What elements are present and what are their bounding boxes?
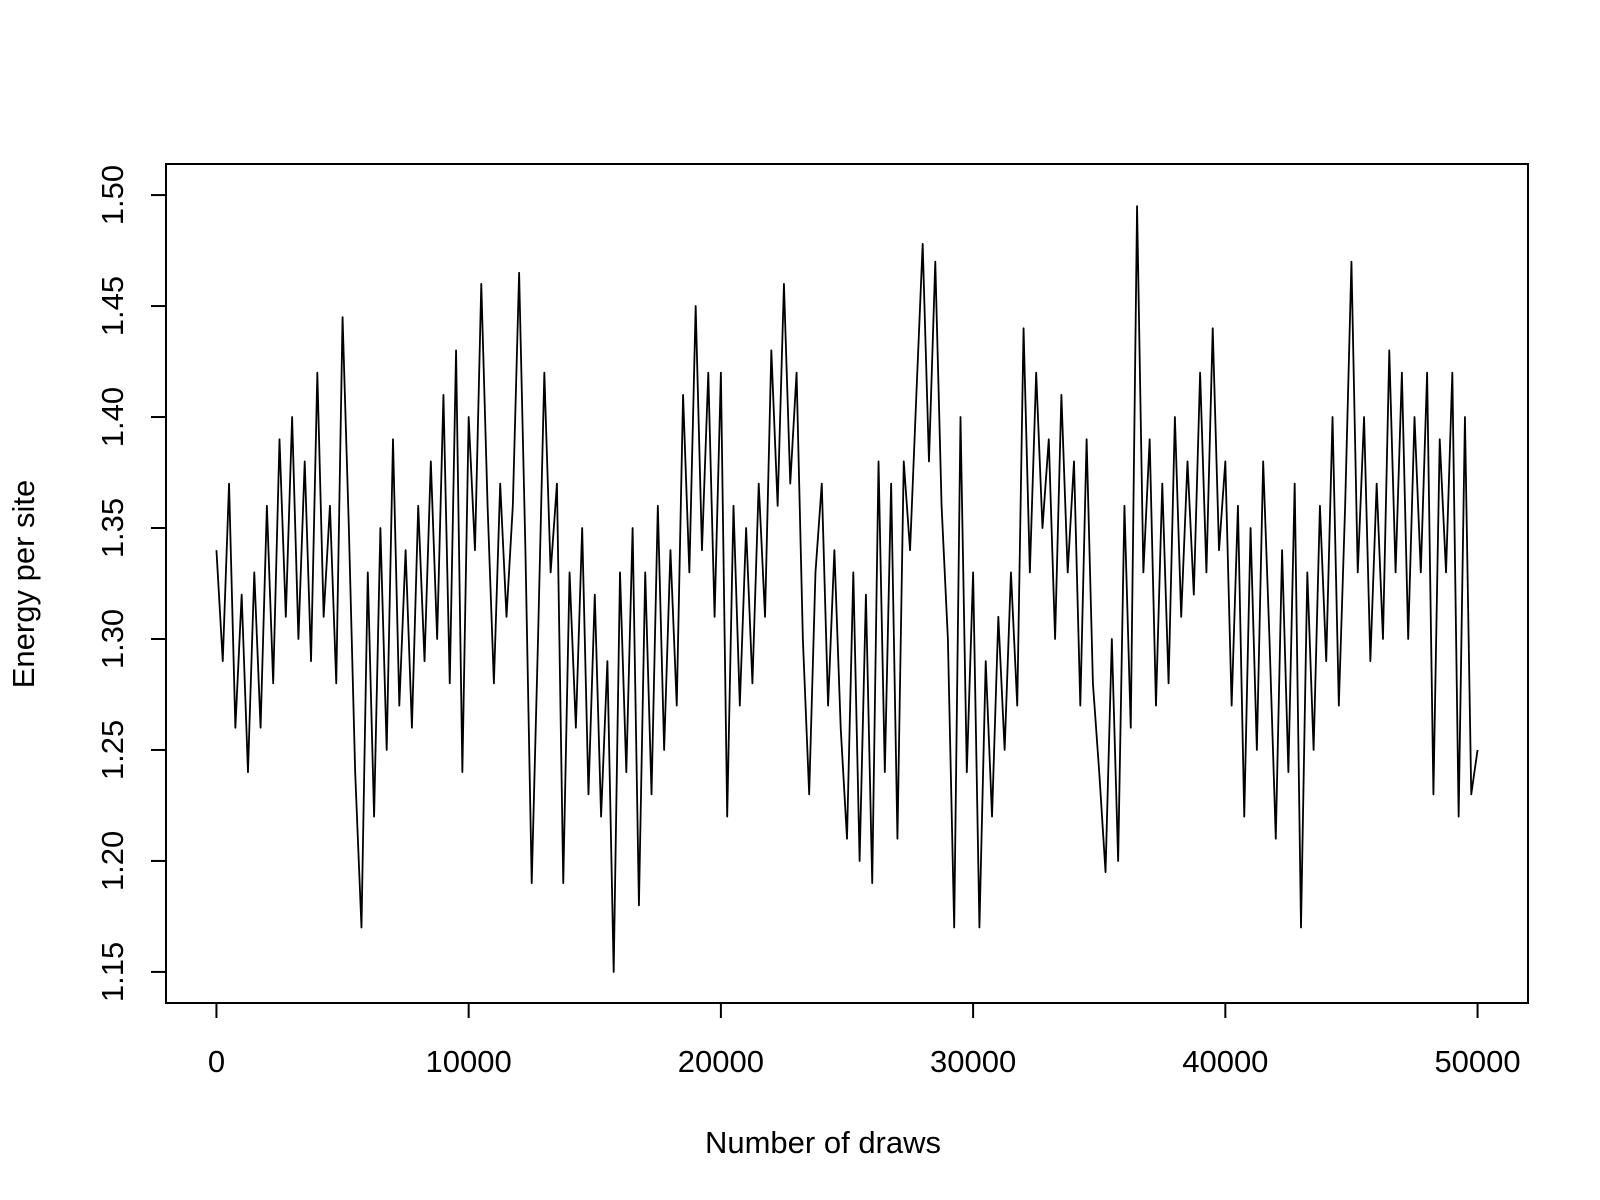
y-tick-label: 1.50 <box>95 165 130 225</box>
x-tick-label: 30000 <box>930 1044 1016 1079</box>
x-axis-title: Number of draws <box>705 1125 941 1160</box>
x-tick-label: 10000 <box>426 1044 512 1079</box>
y-tick-label: 1.15 <box>95 942 130 1002</box>
x-tick-label: 40000 <box>1182 1044 1268 1079</box>
x-tick-label: 20000 <box>678 1044 764 1079</box>
y-tick-label: 1.35 <box>95 498 130 558</box>
y-axis-title: Energy per site <box>6 480 41 689</box>
y-tick-label: 1.40 <box>95 387 130 447</box>
y-tick-label: 1.45 <box>95 276 130 336</box>
y-tick-label: 1.25 <box>95 720 130 780</box>
x-tick-label: 0 <box>208 1044 225 1079</box>
trace-line <box>215 205 1479 973</box>
y-tick-label: 1.20 <box>95 831 130 891</box>
x-tick-label: 50000 <box>1434 1044 1520 1079</box>
y-tick-label: 1.30 <box>95 609 130 669</box>
